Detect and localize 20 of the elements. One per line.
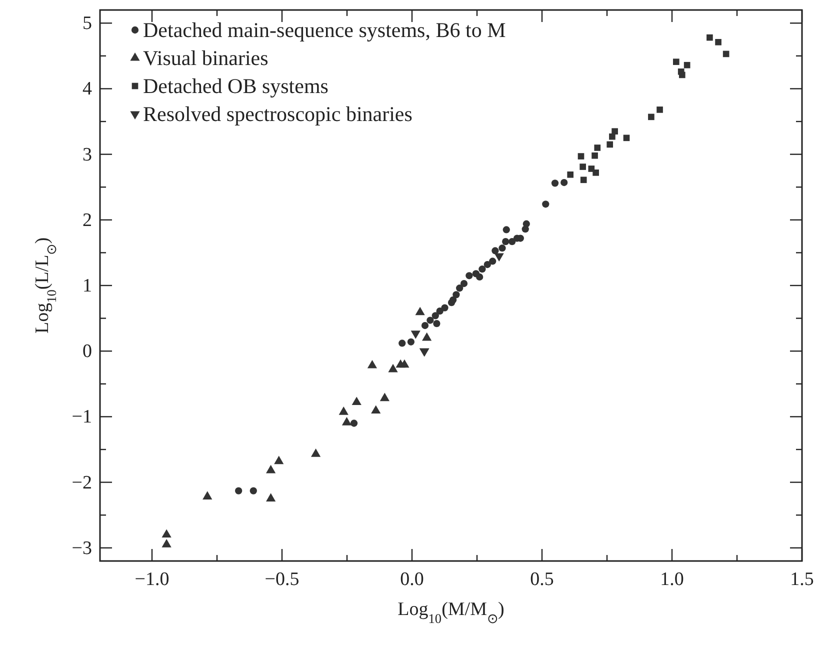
y-tick-label: −2: [72, 472, 92, 494]
x-tick-label: −0.5: [264, 569, 300, 590]
y-tick-label: 4: [82, 78, 92, 100]
x-tick-label: 1.5: [790, 569, 814, 590]
y-tick-label: −3: [72, 538, 92, 559]
legend-label: Resolved spectroscopic binaries: [143, 102, 412, 126]
y-tick-label: 2: [82, 210, 92, 231]
legend-label: Detached OB systems: [143, 74, 328, 98]
y-tick-label: 1: [82, 276, 92, 296]
x-tick-label: 1.0: [660, 569, 684, 590]
legend-label: Visual binaries: [143, 46, 268, 70]
x-tick-label: −1.0: [134, 569, 170, 590]
y-tick-label: 3: [82, 144, 92, 166]
x-tick-label: 0.0: [400, 569, 424, 590]
y-tick-label: 0: [82, 341, 92, 362]
x-axis-title: Log$_{10}$(M/M$_{⊙}$): [398, 599, 504, 626]
legend-label: Detached main-sequence systems, B6 to M: [143, 18, 506, 42]
y-tick-label: −1: [72, 406, 92, 428]
y-tick-label: 5: [82, 13, 92, 34]
x-tick-label: 0.5: [530, 569, 554, 590]
